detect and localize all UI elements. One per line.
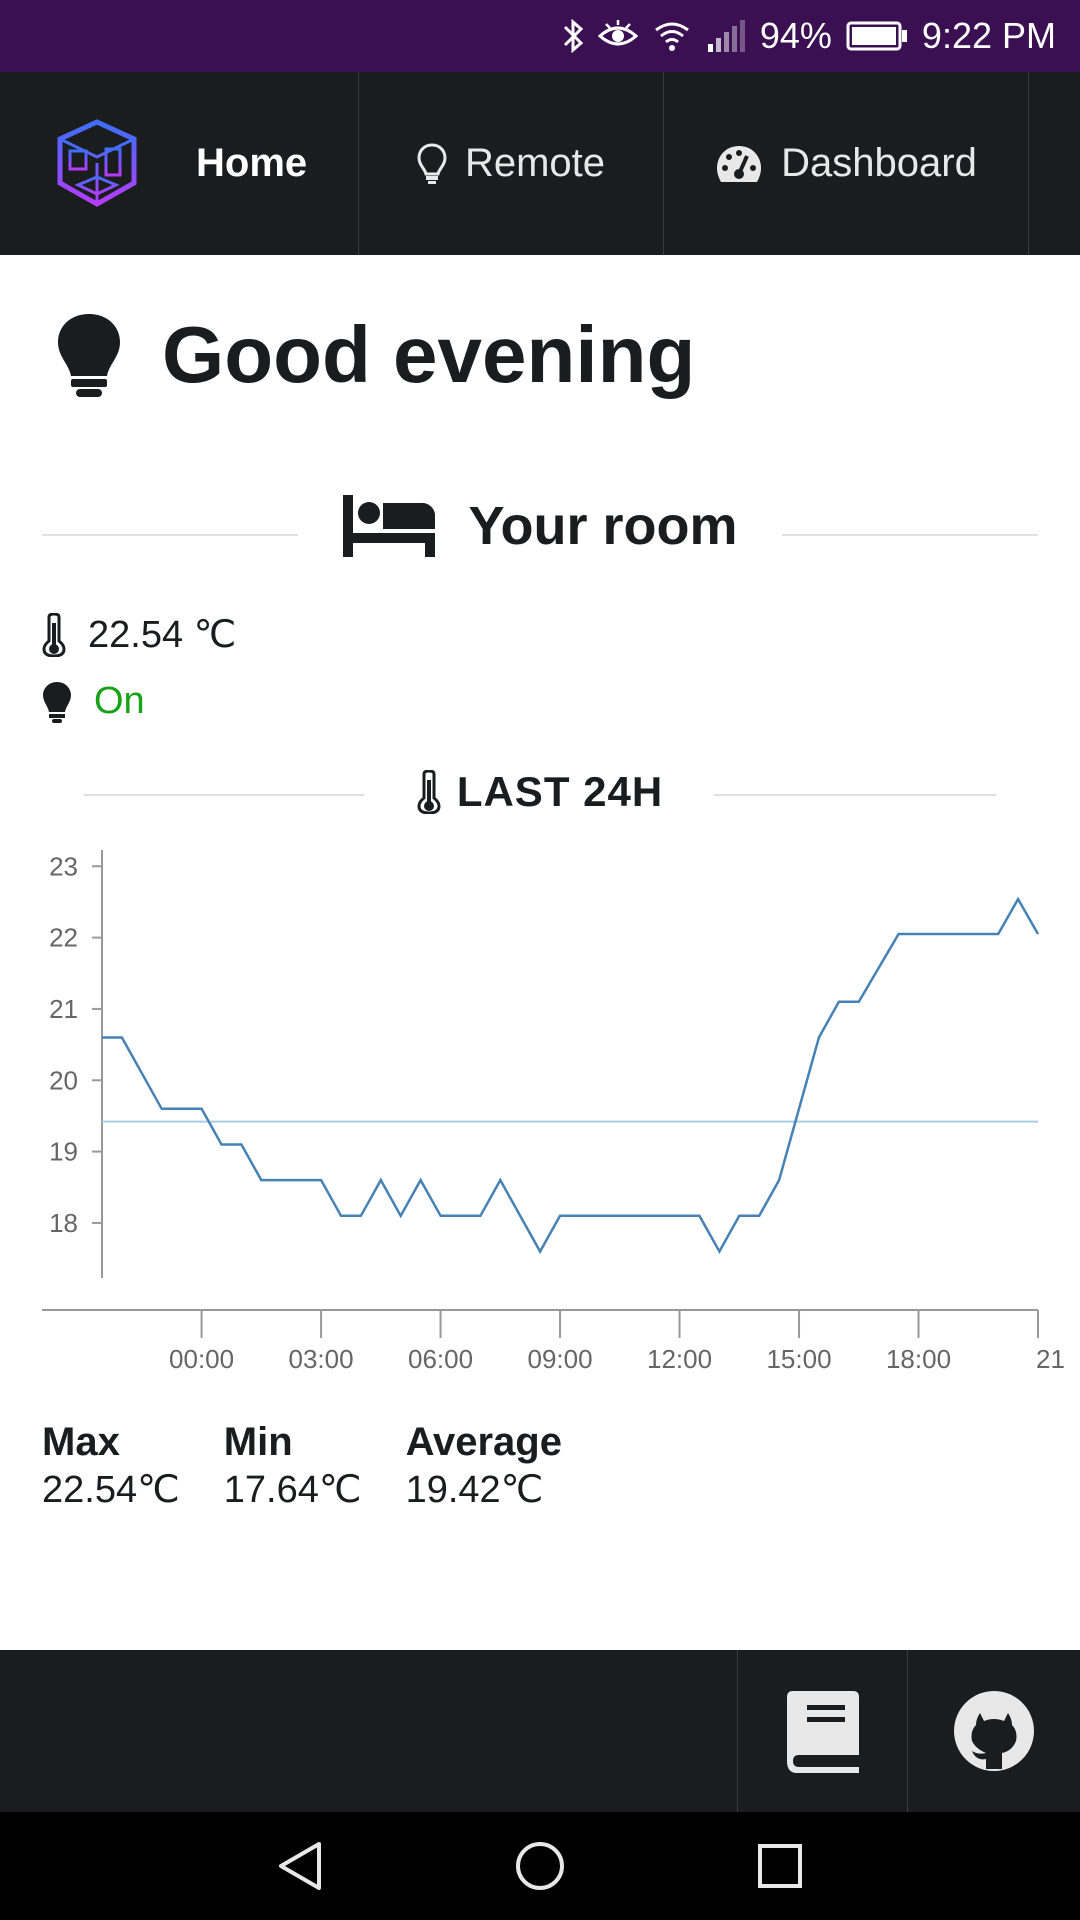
x-tick-label: 15:00 bbox=[766, 1344, 831, 1374]
x-tick-label: 21 bbox=[1036, 1344, 1065, 1374]
app-logo[interactable] bbox=[0, 72, 196, 255]
y-tick-label: 20 bbox=[49, 1065, 78, 1095]
y-tick-label: 23 bbox=[49, 851, 78, 881]
y-tick-label: 18 bbox=[49, 1208, 78, 1238]
battery-icon bbox=[846, 21, 908, 51]
greeting-title: Good evening bbox=[162, 310, 696, 399]
light-status: On bbox=[94, 680, 145, 722]
x-tick-label: 09:00 bbox=[528, 1344, 593, 1374]
wifi-icon bbox=[652, 18, 692, 54]
status-bar: 94% 9:22 PM bbox=[0, 0, 1080, 72]
bluetooth-icon bbox=[562, 18, 584, 54]
thermometer-icon bbox=[42, 612, 66, 657]
room-temperature: 22.54 ℃ bbox=[88, 614, 237, 656]
y-tick-label: 21 bbox=[49, 994, 78, 1024]
lightbulb-outline-icon bbox=[417, 142, 447, 184]
home-icon bbox=[516, 1842, 564, 1890]
greeting: Good evening bbox=[56, 300, 695, 410]
stat-average: Average 19.42℃ bbox=[406, 1420, 562, 1512]
bed-icon bbox=[342, 495, 435, 557]
light-row: On bbox=[42, 680, 145, 723]
signal-icon bbox=[706, 18, 746, 54]
cube-logo-icon bbox=[57, 118, 137, 207]
divider-right bbox=[782, 534, 1038, 536]
stat-max: Max 22.54℃ bbox=[42, 1420, 180, 1512]
recents-button[interactable] bbox=[720, 1812, 840, 1920]
recents-icon bbox=[758, 1844, 802, 1888]
stats-row: Max 22.54℃ Min 17.64℃ Average 19.42℃ bbox=[42, 1420, 562, 1512]
temperature-row: 22.54 ℃ bbox=[42, 612, 236, 657]
lightbulb-icon bbox=[58, 314, 120, 397]
battery-percent: 94% bbox=[759, 15, 832, 56]
room-header: Your room bbox=[0, 486, 1080, 566]
github-icon bbox=[954, 1691, 1034, 1771]
back-icon bbox=[279, 1842, 321, 1890]
nav-home-label: Home bbox=[196, 141, 308, 185]
nav-dashboard-label: Dashboard bbox=[781, 141, 977, 185]
stat-average-label: Average bbox=[405, 1420, 562, 1464]
stat-min-label: Min bbox=[223, 1420, 293, 1464]
nav-home[interactable]: Home bbox=[196, 72, 359, 255]
stat-min: Min 17.64℃ bbox=[224, 1420, 362, 1512]
stat-max-value: 22.54℃ bbox=[42, 1469, 180, 1511]
chart-header: LAST 24H bbox=[0, 760, 1080, 824]
lightbulb-small-icon bbox=[43, 681, 71, 723]
back-button[interactable] bbox=[240, 1812, 360, 1920]
temperature-series-line bbox=[102, 896, 1040, 1255]
nav-dashboard[interactable]: Dashboard bbox=[664, 72, 1029, 255]
stat-max-label: Max bbox=[42, 1420, 120, 1464]
thermometer-chart-icon bbox=[417, 770, 441, 814]
nav-remote[interactable]: Remote bbox=[359, 72, 664, 255]
book-icon bbox=[786, 1691, 859, 1773]
y-tick-label: 19 bbox=[49, 1137, 78, 1167]
stat-min-value: 17.64℃ bbox=[223, 1469, 362, 1511]
nav-remote-label: Remote bbox=[464, 141, 606, 185]
stat-average-value: 19.42℃ bbox=[405, 1469, 544, 1511]
chart-title: LAST 24H bbox=[456, 768, 664, 815]
divider-left bbox=[42, 534, 298, 536]
android-nav-bar bbox=[0, 1812, 1080, 1920]
temperature-chart: 23 22 21 20 19 18 00:00 03:00 06:00 09:00 12:00 15:… bbox=[42, 850, 1065, 1374]
x-tick-label: 18:00 bbox=[886, 1344, 951, 1374]
chart-divider-right bbox=[714, 794, 996, 796]
docs-button[interactable] bbox=[737, 1650, 907, 1812]
footer bbox=[0, 1650, 1080, 1812]
x-tick-label: 06:00 bbox=[408, 1344, 473, 1374]
room-title: Your room bbox=[468, 496, 738, 556]
tachometer-icon bbox=[717, 145, 762, 182]
x-tick-label: 12:00 bbox=[647, 1344, 712, 1374]
eye-icon bbox=[597, 18, 638, 54]
github-button[interactable] bbox=[907, 1650, 1080, 1812]
top-navbar: Home Remote Dashboard bbox=[0, 72, 1080, 255]
x-tick-label: 03:00 bbox=[289, 1344, 354, 1374]
y-tick-label: 22 bbox=[49, 923, 78, 953]
home-button[interactable] bbox=[480, 1812, 600, 1920]
x-tick-label: 00:00 bbox=[169, 1344, 234, 1374]
clock: 9:22 PM bbox=[921, 15, 1056, 56]
chart-divider-left bbox=[84, 794, 364, 796]
status-bar-right: 94% 9:22 PM bbox=[562, 0, 1056, 72]
